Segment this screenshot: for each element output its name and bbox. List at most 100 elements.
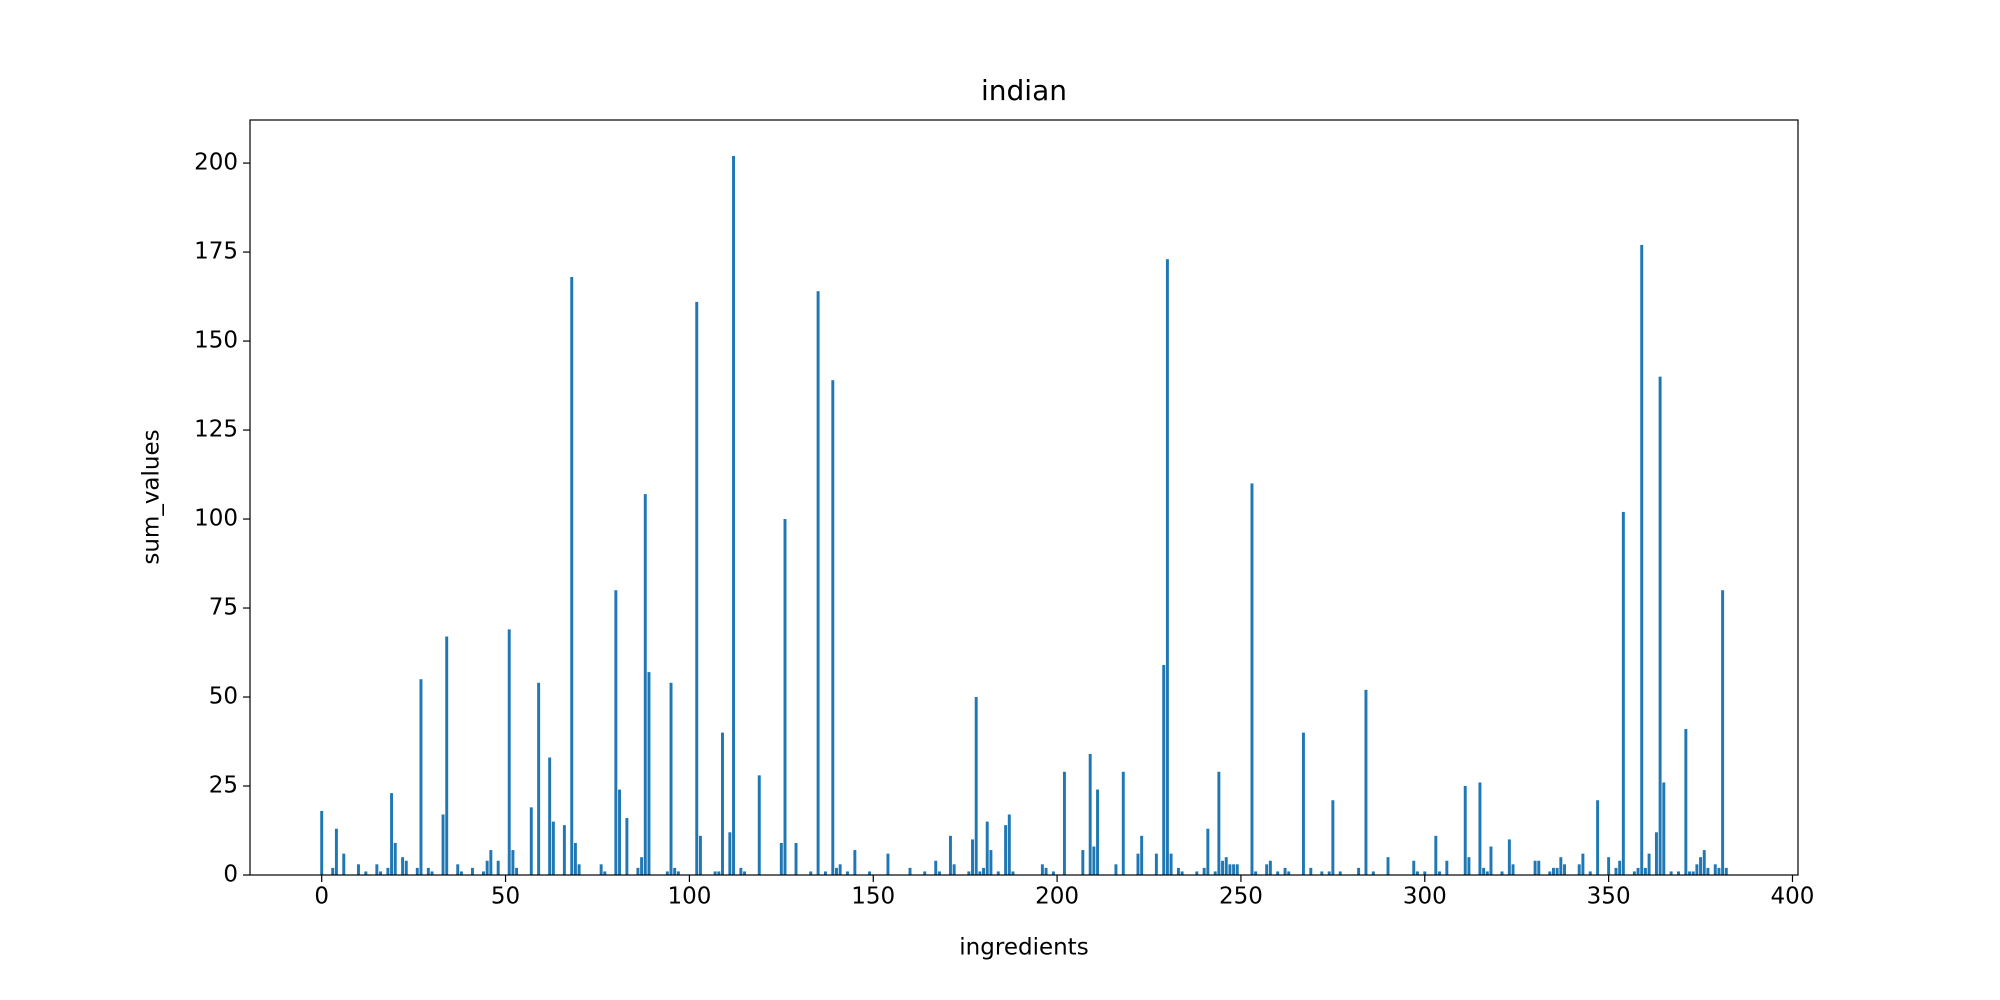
- bar: [334, 828, 338, 875]
- bar: [1507, 839, 1511, 875]
- bar: [515, 867, 519, 875]
- bar: [1537, 860, 1541, 875]
- bar: [1213, 871, 1217, 875]
- bar: [1232, 864, 1236, 875]
- bar: [356, 864, 360, 875]
- bar: [445, 636, 449, 875]
- bar: [489, 850, 493, 875]
- bar: [386, 867, 390, 875]
- bar: [846, 871, 849, 875]
- bar: [695, 301, 699, 875]
- bar: [1250, 483, 1254, 875]
- bar: [614, 590, 618, 875]
- bar: [934, 860, 938, 875]
- bar: [1051, 871, 1055, 875]
- bar: [1643, 867, 1647, 875]
- bar: [1699, 857, 1703, 875]
- bar: [1364, 689, 1368, 875]
- bar: [1165, 259, 1169, 875]
- bar: [1662, 782, 1666, 875]
- bar: [1265, 864, 1269, 875]
- bar: [459, 871, 463, 875]
- bar: [1621, 511, 1625, 875]
- bar: [485, 860, 489, 875]
- bar: [1415, 871, 1419, 875]
- bar: [404, 860, 408, 875]
- bar: [1588, 871, 1592, 875]
- bar: [1206, 828, 1210, 875]
- bar: [1114, 864, 1118, 875]
- bar: [1445, 860, 1449, 875]
- bar: [1040, 864, 1044, 875]
- bar: [1371, 871, 1375, 875]
- bar: [1463, 786, 1467, 875]
- bar: [1559, 857, 1563, 875]
- bar: [1301, 732, 1305, 875]
- bar: [1169, 853, 1173, 875]
- bar: [1640, 244, 1644, 875]
- y-tick-label: 75: [209, 595, 238, 621]
- bar: [1702, 850, 1706, 875]
- bar: [739, 867, 743, 875]
- bar: [1717, 867, 1721, 875]
- bar: [823, 871, 827, 875]
- bar: [1320, 871, 1324, 875]
- bar: [1684, 729, 1688, 875]
- x-tick-label: 250: [1219, 884, 1263, 910]
- bar: [1489, 846, 1493, 875]
- x-tick-label: 350: [1587, 884, 1631, 910]
- x-tick-label: 150: [851, 884, 895, 910]
- bar: [1180, 871, 1184, 875]
- bar: [1467, 857, 1471, 875]
- bar: [1607, 857, 1611, 875]
- bar: [511, 850, 515, 875]
- bar: [1327, 871, 1331, 875]
- y-tick-label: 0: [223, 862, 238, 888]
- bar: [1195, 871, 1199, 875]
- bar: [1338, 871, 1342, 875]
- bar: [456, 864, 460, 875]
- bar: [1658, 376, 1662, 875]
- bar: [1618, 860, 1622, 875]
- bar: [570, 276, 574, 875]
- bar: [1140, 835, 1144, 875]
- bar: [1695, 864, 1699, 875]
- bar: [430, 871, 434, 875]
- bar: [937, 871, 941, 875]
- bar: [415, 867, 419, 875]
- bar: [1176, 867, 1180, 875]
- bar: [853, 850, 857, 875]
- bar: [573, 842, 577, 875]
- bar: [1121, 771, 1125, 875]
- bar: [562, 825, 566, 875]
- x-tick-label: 50: [491, 884, 520, 910]
- bar: [1386, 857, 1390, 875]
- bar: [967, 871, 971, 875]
- bar: [551, 821, 555, 875]
- bar: [507, 629, 511, 875]
- bar: [1713, 864, 1717, 875]
- bar: [1004, 825, 1008, 875]
- bar: [732, 155, 735, 875]
- bar: [577, 864, 581, 875]
- bar: [757, 775, 761, 875]
- bar: [1614, 867, 1618, 875]
- bar: [1309, 867, 1313, 875]
- bar: [665, 871, 669, 875]
- bar: [794, 842, 798, 875]
- bar: [1577, 864, 1581, 875]
- bar: [676, 871, 680, 875]
- bar: [717, 871, 721, 875]
- bar: [636, 867, 640, 875]
- bar: [713, 871, 717, 875]
- bar: [390, 793, 394, 875]
- bar: [908, 867, 912, 875]
- bar: [1096, 789, 1100, 875]
- y-tick-label: 25: [209, 773, 238, 799]
- bar: [1081, 850, 1085, 875]
- bar: [1088, 753, 1092, 875]
- bar: [989, 850, 993, 875]
- bar: [1691, 871, 1695, 875]
- bar: [1724, 867, 1728, 875]
